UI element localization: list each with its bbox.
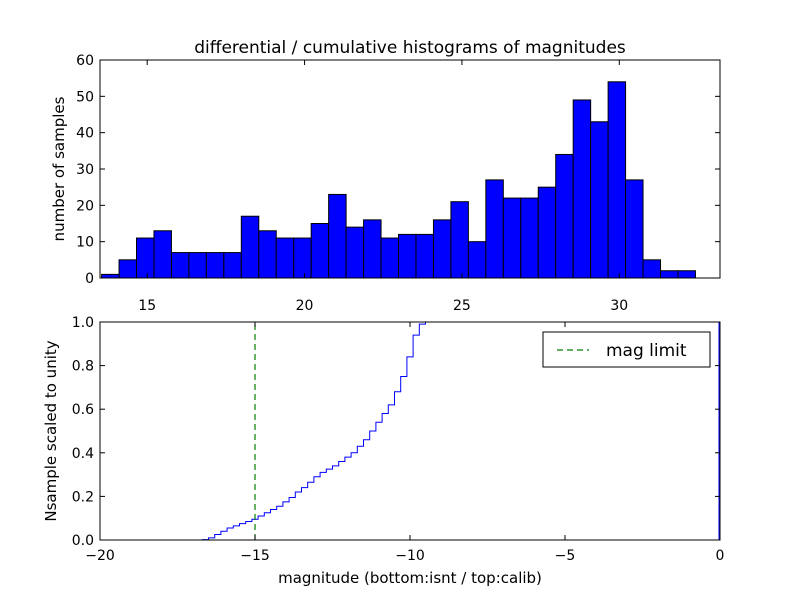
x-tick-label: 20 xyxy=(296,298,314,314)
histogram-bar xyxy=(625,179,644,279)
y-tick-label: 0 xyxy=(85,271,94,287)
y-tick-label: 10 xyxy=(76,235,94,251)
histogram-bar xyxy=(188,252,207,279)
histogram-bar xyxy=(590,121,609,279)
y-tick-label: 60 xyxy=(76,53,94,69)
y-tick-label: 1.0 xyxy=(72,315,94,331)
x-tick-label: −10 xyxy=(395,548,425,564)
histogram-bar xyxy=(275,237,295,279)
histogram-bar xyxy=(153,230,172,279)
bottom-x-axis: −20 −15 −10 −5 0 xyxy=(85,322,724,564)
histogram-bar xyxy=(502,197,522,279)
legend: mag limit xyxy=(542,331,711,368)
histogram-bar xyxy=(223,252,242,279)
top-x-axis: 15 20 25 30 xyxy=(138,60,628,314)
top-plot-frame xyxy=(99,59,721,279)
histogram-bar xyxy=(310,223,330,279)
y-tick-label: 0.4 xyxy=(72,446,94,462)
y-tick-label: 40 xyxy=(76,126,94,142)
histogram-bar xyxy=(450,201,469,279)
top-y-axis: 0 10 20 30 40 50 60 xyxy=(76,53,720,287)
histogram-bar xyxy=(293,237,312,279)
y-tick-label: 20 xyxy=(76,198,94,214)
histogram-bar xyxy=(677,270,696,279)
y-tick-label: 0.6 xyxy=(72,402,94,418)
top-y-axis-label: number of samples xyxy=(50,96,68,241)
x-tick-label: −20 xyxy=(85,548,115,564)
histogram-bar xyxy=(572,99,592,279)
cumulative-lines xyxy=(100,321,720,541)
x-tick-label: 25 xyxy=(453,298,471,314)
bottom-plot-frame xyxy=(99,321,721,541)
histogram-bar xyxy=(520,197,539,279)
histogram-bars xyxy=(101,81,696,279)
bottom-y-axis-label: Nsample scaled to unity xyxy=(42,340,60,521)
histogram-bar xyxy=(380,237,400,279)
histogram-bar xyxy=(432,219,452,279)
histogram-bar xyxy=(363,219,382,279)
x-tick-label: 15 xyxy=(138,298,156,314)
x-tick-label: 0 xyxy=(716,548,725,564)
histogram-bar xyxy=(398,233,417,279)
bottom-y-axis: 0.0 0.2 0.4 0.6 0.8 1.0 xyxy=(72,315,720,549)
histogram-bar xyxy=(136,237,155,279)
y-tick-label: 0.0 xyxy=(72,533,94,549)
histogram-bar xyxy=(485,179,504,279)
histogram-bar xyxy=(415,233,434,279)
histogram-bar xyxy=(607,81,627,279)
histogram-bar xyxy=(328,193,347,279)
histogram-bar xyxy=(345,226,365,279)
histogram-bar xyxy=(240,215,260,279)
histogram-bar xyxy=(258,230,277,279)
histogram-bar xyxy=(205,252,225,279)
histogram-bar xyxy=(555,153,574,279)
histogram-bar xyxy=(642,259,662,279)
y-tick-label: 30 xyxy=(76,162,94,178)
cumulative-step-line xyxy=(100,321,457,541)
chart-title: differential / cumulative histograms of … xyxy=(194,38,626,58)
legend-label-mag-limit: mag limit xyxy=(606,341,687,361)
cumulative-plot: 0.0 0.2 0.4 0.6 0.8 1.0 −20 −15 −10 −5 0 magnitud… xyxy=(42,315,724,587)
y-tick-label: 0.8 xyxy=(72,359,94,375)
histogram-bar xyxy=(467,241,487,279)
histogram-plot: differential / cumulative histograms of … xyxy=(50,38,721,314)
x-tick-label: −5 xyxy=(555,548,576,564)
x-tick-label: 30 xyxy=(610,298,628,314)
histogram-bar xyxy=(537,186,557,279)
x-tick-label: −15 xyxy=(240,548,270,564)
histogram-bar xyxy=(660,270,679,279)
histogram-bar xyxy=(118,259,138,279)
y-tick-label: 0.2 xyxy=(72,489,94,505)
y-tick-label: 50 xyxy=(76,89,94,105)
bottom-x-axis-label: magnitude (bottom:isnt / top:calib) xyxy=(278,569,542,587)
histogram-bar xyxy=(101,273,120,279)
histogram-bar xyxy=(170,252,190,279)
